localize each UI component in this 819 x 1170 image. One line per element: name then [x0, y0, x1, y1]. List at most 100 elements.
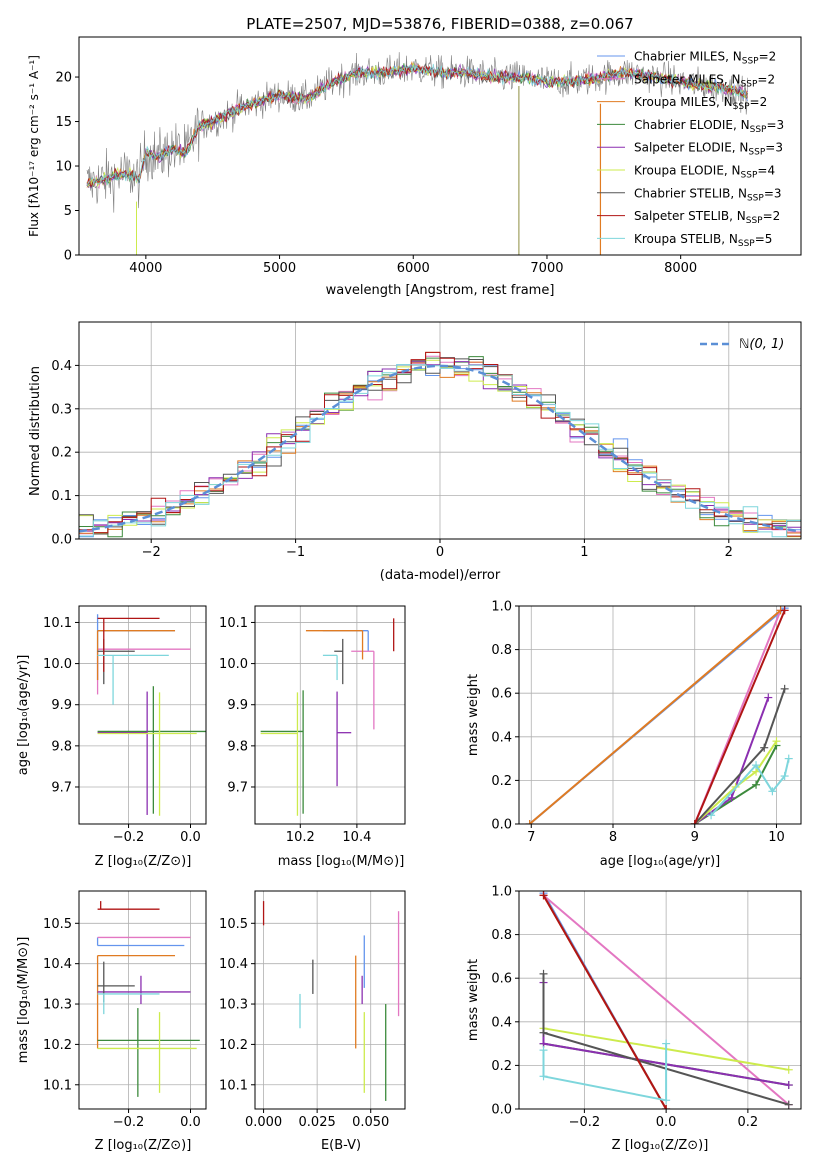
axes-frame — [254, 890, 406, 1110]
y-tick-label: 9.9 — [227, 698, 248, 713]
y-tick-label: 0.8 — [491, 643, 512, 658]
y-tick-label: 10.2 — [219, 1038, 248, 1053]
p8-x-label: Z [log₁₀(Z/Z⊙)] — [612, 1138, 709, 1153]
spectrum-axes: 4000 5000 6000 7000 8000 0 5 10 15 20 — [55, 36, 802, 276]
y-tick-label: 0.0 — [51, 533, 72, 548]
x-tick-label: −2 — [142, 545, 161, 560]
y-tick-label: 0.1 — [51, 489, 72, 504]
x-tick-label: −0.2 — [113, 830, 145, 845]
y-tick-label: 10.2 — [43, 1038, 72, 1053]
legend-subscript: SSP — [742, 57, 759, 67]
spectrum-legend: Chabrier MILES, NSSP=2 Salpeter MILES, NS… — [597, 50, 784, 249]
model-spectrum-kroupa-stelib — [86, 63, 748, 187]
y-tick-label: 0.0 — [491, 818, 512, 833]
y-tick-label: 9.8 — [51, 739, 72, 754]
series-line — [542, 894, 790, 1106]
y-tick-label: 10.1 — [219, 1078, 248, 1093]
histogram-x-label: (data-model)/error — [380, 568, 501, 583]
y-tick-label: 0.2 — [51, 446, 72, 461]
legend-subscript: SSP — [750, 125, 767, 135]
axes-frame — [518, 605, 802, 825]
legend-subscript: SSP — [747, 193, 764, 203]
x-tick-label: 0.050 — [352, 1115, 389, 1130]
y-tick-label: 9.7 — [51, 780, 72, 795]
x-tick-label: −0.2 — [569, 1115, 601, 1130]
legend-label: Salpeter ELODIE, NSSP=3 — [634, 141, 783, 158]
y-tick-label: 9.8 — [227, 739, 248, 754]
mass-weight-vs-metallicity-panel: −0.2 0.0 0.2 0.0 0.2 0.4 0.6 0.8 1.0 Z [log₁₀(Z/… — [466, 885, 802, 1153]
series-line — [694, 740, 778, 824]
series-line — [694, 697, 770, 824]
y-tick-label: 10.0 — [43, 657, 72, 672]
legend-label: Salpeter STELIB, NSSP=2 — [634, 209, 780, 226]
y-tick-label: 10.3 — [43, 998, 72, 1013]
histogram-salpeter-stelib — [79, 351, 801, 537]
series-line — [528, 609, 782, 824]
legend-tail: =2 — [750, 95, 768, 109]
x-tick-label: 7000 — [530, 261, 563, 276]
mass-weight-vs-age-panel: 7 8 9 10 0.0 0.2 0.4 0.6 0.8 1.0 age [log₁₀(age/y… — [466, 600, 802, 869]
legend-subscript: SSP — [741, 79, 758, 89]
legend-subscript: SSP — [733, 102, 750, 112]
legend-label: Kroupa ELODIE, NSSP=4 — [634, 164, 775, 181]
y-tick-label: 10.5 — [219, 917, 248, 932]
spectrum-plot-area — [86, 52, 748, 255]
y-tick-label: 9.7 — [227, 780, 248, 795]
model-spectrum-salpeter-stelib — [86, 65, 748, 188]
p6-x-label: Z [log₁₀(Z/Z⊙)] — [95, 1138, 192, 1153]
x-tick-label: 0.0 — [180, 1115, 201, 1130]
series-line — [542, 1043, 668, 1102]
mass-vs-extinction-panel: 0.000 0.025 0.050 10.1 10.2 10.3 10.4 10.5 E(B-… — [219, 890, 406, 1153]
x-tick-label: 10.2 — [286, 830, 315, 845]
p7-x-label: E(B-V) — [321, 1138, 361, 1153]
y-tick-label: 10.0 — [219, 657, 248, 672]
legend-label: Chabrier STELIB, NSSP=3 — [634, 186, 782, 203]
legend-label: Salpeter MILES, NSSP=2 — [634, 72, 775, 89]
legend-tail: =3 — [764, 186, 782, 200]
x-tick-label: 0.0 — [656, 1115, 677, 1130]
y-tick-label: 0.4 — [491, 1015, 512, 1030]
x-tick-label: 9 — [691, 830, 699, 845]
x-tick-label: 8 — [609, 830, 617, 845]
y-tick-label: 9.9 — [51, 698, 72, 713]
y-tick-label: 5 — [64, 204, 72, 219]
chart-title: PLATE=2507, MJD=53876, FIBERID=0388, z=0… — [246, 15, 633, 33]
x-tick-label: 0.000 — [245, 1115, 282, 1130]
y-tick-label: 10.4 — [219, 957, 248, 972]
y-tick-label: 0.2 — [491, 1059, 512, 1074]
mass-vs-metallicity-panel: −0.2 0.0 10.1 10.2 10.3 10.4 10.5 Z [log₁₀(Z/Z… — [16, 890, 207, 1153]
x-tick-label: 10 — [768, 830, 785, 845]
x-tick-label: 8000 — [664, 261, 697, 276]
legend-tail: =2 — [763, 209, 781, 223]
axes-frame — [78, 605, 207, 825]
axes-frame — [518, 890, 802, 1110]
x-tick-label: 0.2 — [738, 1115, 759, 1130]
age-vs-mass-panel: 10.2 10.4 9.7 9.8 9.9 10.0 10.1 mass [log₁₀(M/… — [219, 605, 406, 869]
legend-tail: =3 — [765, 141, 783, 155]
histogram-y-label: Normed distribution — [28, 366, 43, 496]
y-tick-label: 10.1 — [43, 616, 72, 631]
observed-spectrum-line — [86, 52, 748, 213]
x-tick-label: −0.2 — [113, 1115, 145, 1130]
p6-y-label: mass [log₁₀(M/M⊙)] — [16, 937, 31, 1064]
x-tick-label: 5000 — [263, 261, 296, 276]
legend-tail: =3 — [766, 118, 784, 132]
legend-tail: =2 — [759, 50, 777, 64]
histogram-legend: ℕ(0, 1) — [700, 337, 784, 352]
y-tick-label: 0.6 — [491, 687, 512, 702]
axes-frame — [78, 36, 802, 256]
x-tick-label: 10.4 — [342, 830, 371, 845]
p5-x-label: age [log₁₀(age/yr)] — [600, 854, 721, 869]
x-tick-label: 0 — [436, 545, 444, 560]
legend-label: Chabrier MILES, NSSP=2 — [634, 50, 776, 67]
x-tick-label: 0.025 — [299, 1115, 336, 1130]
y-tick-label: 0.6 — [491, 972, 512, 987]
legend-tail: =4 — [757, 164, 775, 178]
y-tick-label: 1.0 — [491, 885, 512, 900]
y-tick-label: 0.4 — [491, 730, 512, 745]
x-tick-label: 0.0 — [180, 830, 201, 845]
x-tick-label: 7 — [527, 830, 535, 845]
x-tick-label: −1 — [286, 545, 305, 560]
legend-subscript: SSP — [746, 216, 763, 226]
